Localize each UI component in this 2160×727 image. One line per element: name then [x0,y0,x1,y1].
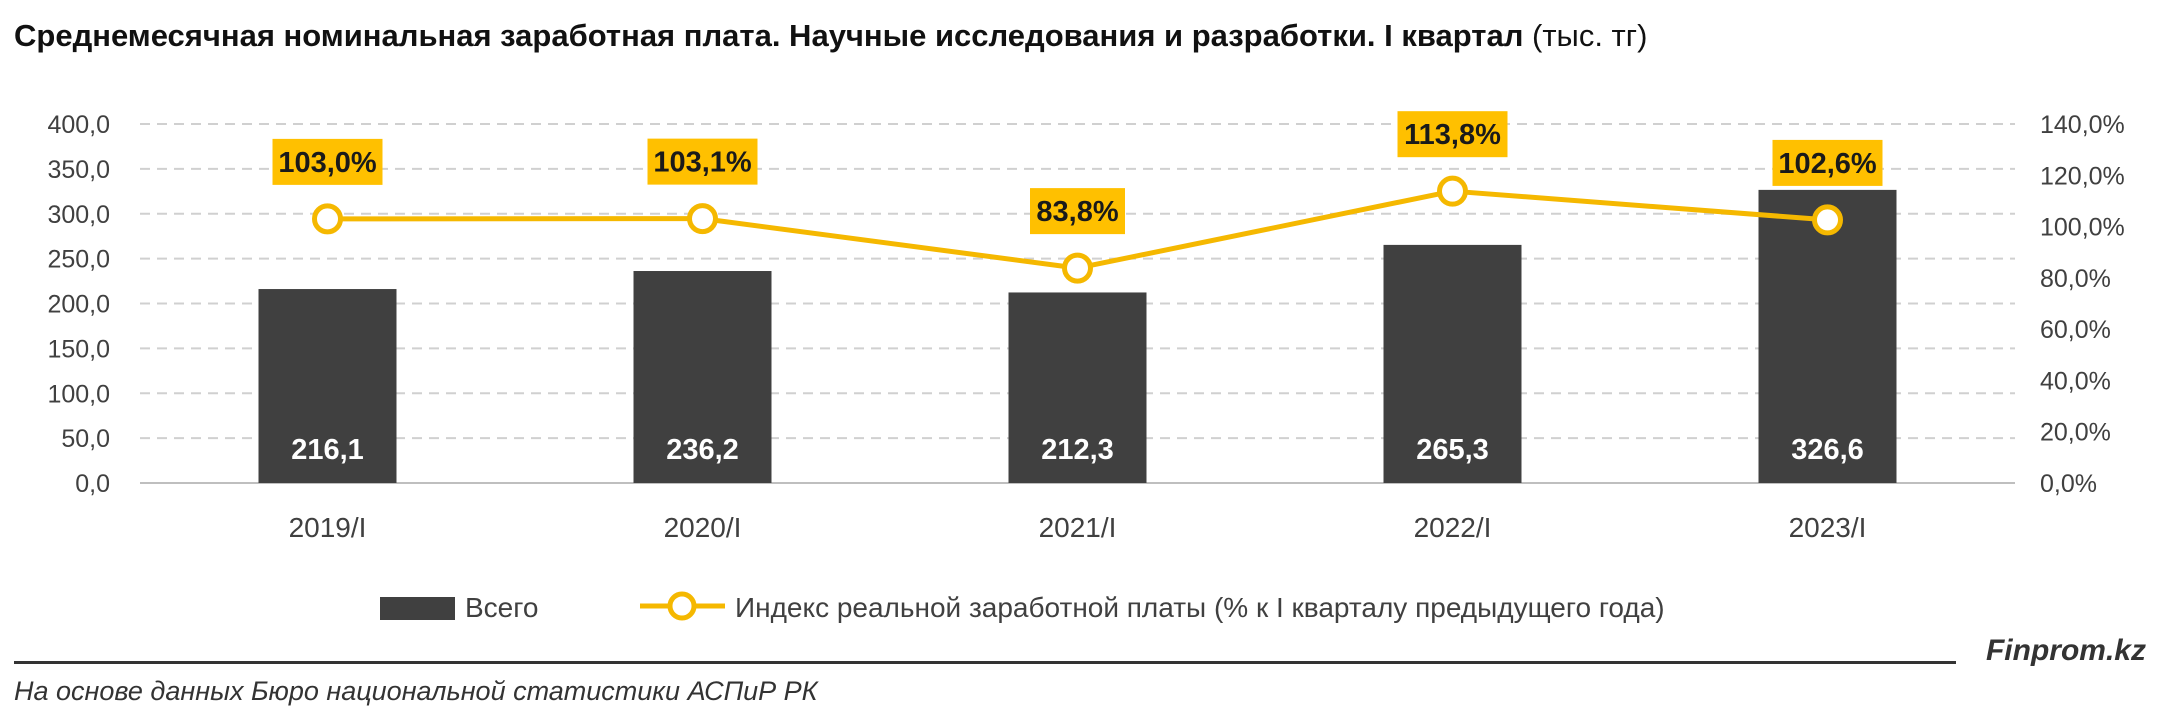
legend-line-label: Индекс реальной заработной платы (% к I … [735,592,1665,623]
brand-logo-text: Finprom.kz [1985,634,2146,667]
source-note: На основе данных Бюро национальной стати… [14,676,818,706]
footer-divider [14,661,1956,664]
legend-bar-label: Всего [465,592,538,623]
index-data-label: 103,1% [653,147,752,179]
index-label-box [647,138,758,185]
y-right-tick-label: 120,0% [2040,162,2125,190]
index-point-marker [1062,252,1093,284]
y-right-tick-label: 40,0% [2040,367,2111,395]
index-label-box [1397,111,1508,158]
index-point-marker [687,203,718,235]
chart-title-main: Среднемесячная номинальная заработная пл… [14,18,1524,53]
index-point-marker [1437,175,1468,207]
y-right-tick-label: 140,0% [2040,111,2125,139]
index-point-marker [312,203,343,235]
y-right-tick-label: 60,0% [2040,316,2111,344]
y-right-tick-label: 20,0% [2040,419,2111,447]
index-label-box [272,138,383,185]
x-tick-label: 2020/I [664,512,742,543]
y-left-tick-label: 350,0 [47,156,110,184]
y-left-tick-label: 400,0 [47,111,110,139]
index-point-marker [1812,204,1843,236]
x-tick-label: 2019/I [289,512,367,543]
y-right-tick-label: 80,0% [2040,265,2111,293]
legend-bar-swatch [380,597,455,620]
x-tick-label: 2023/I [1789,512,1867,543]
y-left-tick-label: 150,0 [47,335,110,363]
index-data-label: 102,6% [1778,148,1877,180]
bar-2019-I [258,289,397,483]
index-label-box [1030,188,1125,235]
y-left-tick-label: 250,0 [47,246,110,274]
bar-value-label: 216,1 [291,434,364,466]
bar-value-label: 265,3 [1416,434,1489,466]
chart-title-unit: (тыс. тг) [1532,18,1648,53]
bar-2023-I [1758,189,1897,483]
bar-2021-I [1008,292,1147,483]
x-tick-label: 2022/I [1414,512,1492,543]
y-right-tick-label: 0,0% [2040,470,2097,498]
bar-value-label: 236,2 [666,434,739,466]
index-label-box [1772,139,1883,186]
y-left-tick-label: 50,0 [61,425,110,453]
bar-2022-I [1383,244,1522,483]
y-left-tick-label: 100,0 [47,380,110,408]
chart-title: Среднемесячная номинальная заработная пл… [14,18,1647,54]
y-left-tick-label: 0,0 [75,470,110,498]
x-tick-label: 2021/I [1039,512,1117,543]
bar-value-label: 212,3 [1041,434,1114,466]
index-data-label: 113,8% [1404,119,1501,151]
y-left-tick-label: 300,0 [47,201,110,229]
legend-line-marker [667,591,697,621]
bar-value-label: 326,6 [1791,434,1864,466]
y-left-tick-label: 200,0 [47,291,110,319]
y-right-tick-label: 100,0% [2040,214,2125,242]
index-data-label: 83,8% [1036,196,1118,228]
index-data-label: 103,0% [278,147,377,179]
bar-2020-I [633,271,772,483]
